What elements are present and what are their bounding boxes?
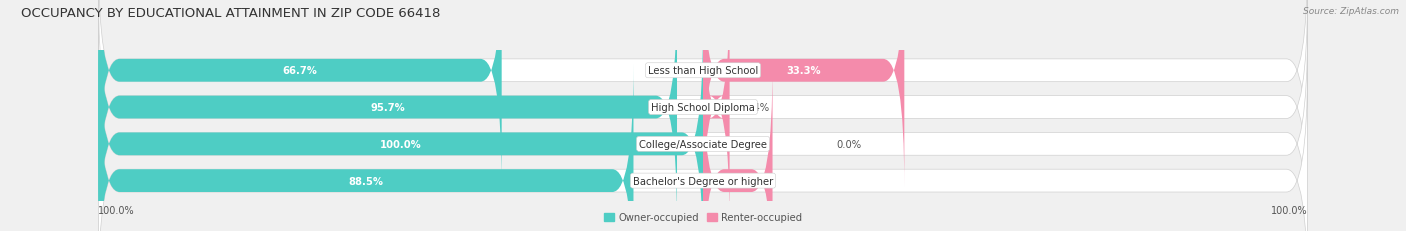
Text: 100.0%: 100.0%: [98, 205, 135, 215]
FancyBboxPatch shape: [98, 0, 1308, 188]
FancyBboxPatch shape: [98, 64, 1308, 231]
Text: OCCUPANCY BY EDUCATIONAL ATTAINMENT IN ZIP CODE 66418: OCCUPANCY BY EDUCATIONAL ATTAINMENT IN Z…: [21, 7, 440, 20]
Text: 95.7%: 95.7%: [370, 103, 405, 112]
FancyBboxPatch shape: [703, 64, 772, 231]
FancyBboxPatch shape: [98, 0, 678, 224]
FancyBboxPatch shape: [98, 27, 1308, 231]
Text: 0.0%: 0.0%: [837, 139, 860, 149]
Legend: Owner-occupied, Renter-occupied: Owner-occupied, Renter-occupied: [600, 208, 806, 226]
FancyBboxPatch shape: [703, 0, 730, 224]
Text: Less than High School: Less than High School: [648, 66, 758, 76]
Text: Bachelor's Degree or higher: Bachelor's Degree or higher: [633, 176, 773, 186]
Text: 66.7%: 66.7%: [283, 66, 318, 76]
Text: High School Diploma: High School Diploma: [651, 103, 755, 112]
Text: 33.3%: 33.3%: [786, 66, 821, 76]
Text: 100.0%: 100.0%: [380, 139, 422, 149]
FancyBboxPatch shape: [703, 0, 904, 188]
FancyBboxPatch shape: [98, 0, 1308, 224]
Text: 100.0%: 100.0%: [1271, 205, 1308, 215]
FancyBboxPatch shape: [98, 0, 502, 188]
FancyBboxPatch shape: [98, 27, 703, 231]
Text: College/Associate Degree: College/Associate Degree: [638, 139, 768, 149]
Text: 4.4%: 4.4%: [745, 103, 770, 112]
Text: Source: ZipAtlas.com: Source: ZipAtlas.com: [1303, 7, 1399, 16]
Text: 11.5%: 11.5%: [720, 176, 755, 186]
Text: 88.5%: 88.5%: [349, 176, 384, 186]
FancyBboxPatch shape: [98, 64, 634, 231]
